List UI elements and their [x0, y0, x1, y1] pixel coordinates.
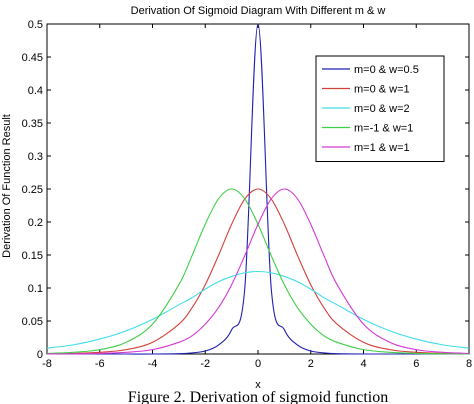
- x-tick-label: -6: [95, 358, 105, 370]
- y-tick-label: 0.1: [28, 283, 43, 295]
- legend-label-2: m=0 & w=2: [354, 103, 410, 115]
- y-tick-label: 0.5: [28, 19, 43, 31]
- series-line-4: [46, 188, 470, 355]
- y-tick-label: 0.25: [22, 184, 43, 196]
- y-tick-label: 0.45: [22, 52, 43, 64]
- y-tick-label: 0.05: [22, 316, 43, 328]
- legend-label-0: m=0 & w=0.5: [354, 64, 419, 76]
- figure-caption: Figure 2. Derivation of sigmoid function: [128, 389, 388, 404]
- y-axis-label: Derivation Of Function Result: [1, 114, 13, 258]
- y-tick-label: 0.2: [28, 217, 43, 229]
- series-line-0: [46, 23, 469, 355]
- y-tick-label: 0.4: [28, 85, 43, 97]
- x-tick-label: 4: [360, 358, 366, 370]
- legend-label-4: m=1 & w=1: [354, 142, 410, 154]
- x-axis-label: x: [255, 379, 261, 391]
- legend: m=0 & w=0.5 m=0 & w=1 m=0 & w=2 m=-1 & w=1 m…: [315, 55, 445, 162]
- x-tick-label: 0: [255, 358, 261, 370]
- y-tick-label: 0.15: [22, 250, 43, 262]
- series-line-1: [46, 188, 470, 355]
- x-tick-label: -4: [148, 358, 158, 370]
- legend-box: [315, 55, 445, 162]
- x-tick-label: -2: [200, 358, 210, 370]
- y-tick-label: 0.3: [28, 151, 43, 163]
- x-tick-label: -8: [42, 358, 52, 370]
- y-tick-label: 0: [37, 349, 43, 361]
- chart-title: Derivation Of Sigmoid Diagram With Diffe…: [131, 5, 386, 17]
- legend-label-1: m=0 & w=1: [354, 84, 410, 96]
- x-tick-label: 8: [466, 358, 472, 370]
- x-tick-label: 6: [413, 358, 419, 370]
- y-tick-label: 0.35: [22, 118, 43, 130]
- series-line-2: [46, 270, 470, 349]
- legend-label-3: m=-1 & w=1: [354, 123, 413, 135]
- x-tick-label: 2: [308, 358, 314, 370]
